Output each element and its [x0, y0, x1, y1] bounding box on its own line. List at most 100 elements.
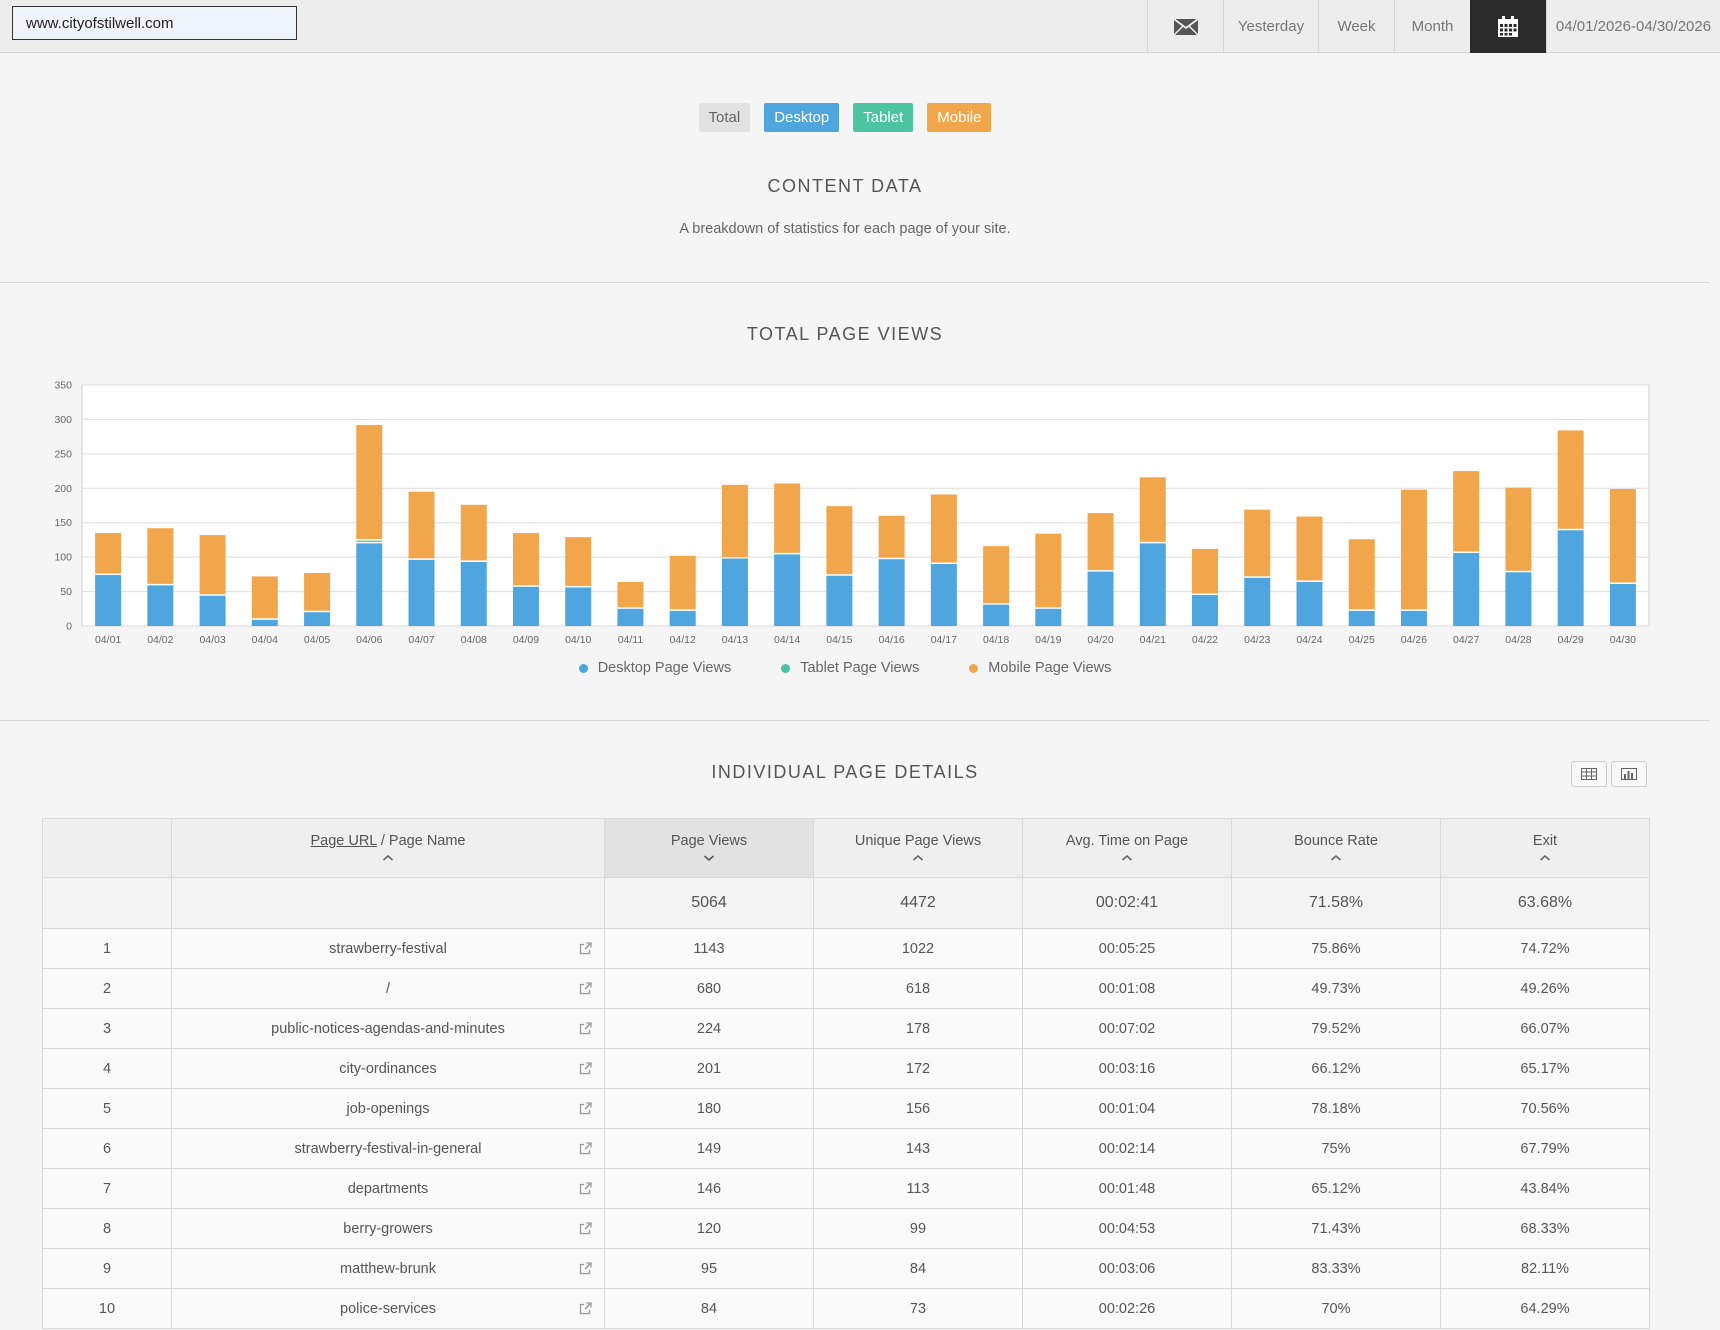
- bar-desktop: [95, 575, 122, 626]
- x-tick-label: 04/26: [1401, 634, 1427, 646]
- x-tick-label: 04/22: [1192, 634, 1218, 646]
- bounce-rate-header[interactable]: Bounce Rate: [1231, 818, 1441, 878]
- rank-cell: 10: [42, 1288, 172, 1329]
- table-row: 2 / 680 618 00:01:08 49.73% 49.26%: [42, 968, 1650, 1009]
- bar-desktop: [1557, 530, 1584, 626]
- email-report-button[interactable]: [1147, 0, 1223, 53]
- view-toggles: [1571, 761, 1647, 787]
- bar-desktop: [930, 564, 957, 626]
- bar-desktop: [1609, 583, 1636, 626]
- filter-mobile-button[interactable]: Mobile: [927, 103, 992, 132]
- exit-cell: 68.33%: [1440, 1208, 1650, 1249]
- exit-header[interactable]: Exit: [1440, 818, 1650, 878]
- page-name: departments: [347, 1180, 429, 1197]
- bounce-rate-header-label: Bounce Rate: [1294, 833, 1378, 849]
- page-url-header[interactable]: Page URL / Page Name: [171, 818, 605, 878]
- avg-time-cell: 00:01:04: [1022, 1088, 1232, 1129]
- avg-time-cell: 00:07:02: [1022, 1008, 1232, 1049]
- site-url-input[interactable]: [12, 6, 297, 40]
- bar-desktop: [408, 559, 435, 626]
- bar-desktop: [251, 619, 278, 626]
- unique-views-cell: 618: [813, 968, 1023, 1009]
- external-link-icon[interactable]: [579, 1302, 592, 1315]
- external-link-icon[interactable]: [579, 1182, 592, 1195]
- views-cell: 1143: [604, 928, 814, 969]
- month-button[interactable]: Month: [1394, 0, 1470, 53]
- rank-cell: 7: [42, 1168, 172, 1209]
- page-name-cell: city-ordinances: [171, 1048, 605, 1089]
- chevron-up-icon: [1330, 854, 1342, 861]
- chart-view-button[interactable]: [1611, 761, 1647, 787]
- filter-desktop-button[interactable]: Desktop: [764, 103, 840, 132]
- x-tick-label: 04/15: [826, 634, 852, 646]
- external-link-icon[interactable]: [579, 942, 592, 955]
- external-link-icon[interactable]: [579, 1022, 592, 1035]
- rank-cell: 1: [42, 928, 172, 969]
- bar-mobile: [95, 533, 122, 574]
- week-button[interactable]: Week: [1318, 0, 1394, 53]
- page-name: job-openings: [346, 1100, 430, 1117]
- y-tick-label: 250: [54, 448, 72, 460]
- content-data-subtitle: A breakdown of statistics for each page …: [679, 221, 1011, 237]
- total-unique-views: 4472: [813, 877, 1023, 929]
- external-link-icon[interactable]: [579, 1142, 592, 1155]
- x-tick-label: 04/04: [252, 634, 278, 646]
- filter-tablet-button[interactable]: Tablet: [853, 103, 914, 132]
- legend-mobile-label: Mobile Page Views: [988, 660, 1112, 676]
- legend-mobile[interactable]: Mobile Page Views: [969, 660, 1111, 676]
- page-url-toggle-link[interactable]: Page URL: [310, 833, 377, 849]
- bounce-rate-cell: 49.73%: [1231, 968, 1441, 1009]
- exit-cell: 43.84%: [1440, 1168, 1650, 1209]
- calendar-icon: [1498, 15, 1518, 37]
- bounce-rate-cell: 79.52%: [1231, 1008, 1441, 1049]
- calendar-button[interactable]: [1470, 0, 1546, 53]
- legend-desktop[interactable]: Desktop Page Views: [578, 660, 731, 676]
- page-name-cell: /: [171, 968, 605, 1009]
- yesterday-button[interactable]: Yesterday: [1223, 0, 1318, 53]
- exit-cell: 74.72%: [1440, 928, 1650, 969]
- page-name: public-notices-agendas-and-minutes: [271, 1020, 505, 1037]
- bar-mobile: [721, 484, 748, 558]
- external-link-icon[interactable]: [579, 1062, 592, 1075]
- unique-views-cell: 1022: [813, 928, 1023, 969]
- page-name: berry-growers: [343, 1220, 433, 1237]
- rank-cell: 3: [42, 1008, 172, 1049]
- bar-desktop: [199, 595, 226, 626]
- avg-time-header[interactable]: Avg. Time on Page: [1022, 818, 1232, 878]
- table-view-button[interactable]: [1571, 761, 1607, 787]
- exit-cell: 67.79%: [1440, 1128, 1650, 1169]
- filter-total-button[interactable]: Total: [698, 103, 751, 132]
- table-header-row: Page URL / Page Name Page Views Unique P…: [42, 818, 1650, 878]
- bar-mobile: [1557, 430, 1584, 529]
- chart-title: TOTAL PAGE VIEWS: [746, 324, 944, 344]
- unique-views-header-label: Unique Page Views: [854, 833, 982, 849]
- legend-tablet[interactable]: Tablet Page Views: [781, 660, 919, 676]
- x-tick-label: 04/13: [722, 634, 748, 646]
- bounce-rate-cell: 83.33%: [1231, 1248, 1441, 1289]
- external-link-icon[interactable]: [579, 1262, 592, 1275]
- unique-views-header[interactable]: Unique Page Views: [813, 818, 1023, 878]
- page-views-header[interactable]: Page Views: [604, 818, 814, 878]
- bar-mobile: [1244, 509, 1271, 577]
- external-link-icon[interactable]: [579, 1102, 592, 1115]
- bar-desktop: [826, 575, 853, 626]
- bar-desktop: [1139, 543, 1166, 626]
- bar-desktop: [460, 561, 487, 626]
- views-cell: 146: [604, 1168, 814, 1209]
- rank-cell: 4: [42, 1048, 172, 1089]
- bar-mobile: [512, 533, 539, 586]
- bar-desktop: [1296, 581, 1323, 626]
- rank-cell: 6: [42, 1128, 172, 1169]
- x-tick-label: 04/14: [774, 634, 800, 646]
- bar-mobile: [617, 581, 644, 608]
- bar-mobile: [199, 535, 226, 595]
- bounce-rate-cell: 75.86%: [1231, 928, 1441, 969]
- bar-desktop: [721, 558, 748, 626]
- x-tick-label: 04/09: [513, 634, 539, 646]
- exit-cell: 70.56%: [1440, 1088, 1650, 1129]
- views-cell: 180: [604, 1088, 814, 1129]
- external-link-icon[interactable]: [579, 982, 592, 995]
- external-link-icon[interactable]: [579, 1222, 592, 1235]
- x-tick-label: 04/03: [199, 634, 225, 646]
- exit-header-label: Exit: [1532, 833, 1558, 849]
